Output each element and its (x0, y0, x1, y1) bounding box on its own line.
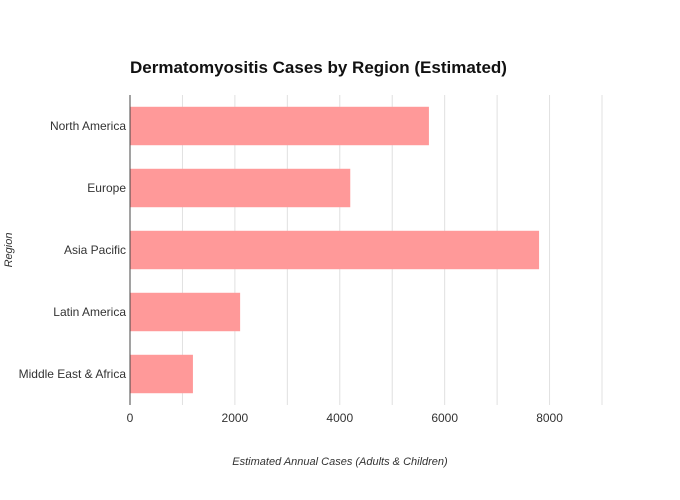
x-tick-label: 2000 (222, 411, 249, 425)
y-axis-label: Region (3, 233, 15, 268)
bar-asia-pacific (130, 230, 540, 270)
x-tick-label: 4000 (326, 411, 353, 425)
y-tick-label: North America (50, 119, 126, 133)
x-tick-label: 8000 (536, 411, 563, 425)
bar-north-america (130, 106, 429, 146)
chart-title: Dermatomyositis Cases by Region (Estimat… (130, 58, 507, 77)
y-tick-label: Asia Pacific (64, 243, 126, 257)
bar-middle-east-africa (130, 354, 193, 394)
y-tick-label: Europe (87, 181, 126, 195)
y-axis-ticks: North America Europe Asia Pacific Latin Ame… (19, 119, 127, 381)
x-axis-label: Estimated Annual Cases (Adults & Childre… (232, 456, 448, 468)
y-tick-label: Latin America (53, 305, 126, 319)
y-tick-label: Middle East & Africa (19, 367, 127, 381)
bar-europe (130, 168, 351, 208)
bar-latin-america (130, 292, 241, 332)
x-tick-label: 6000 (431, 411, 458, 425)
x-axis-ticks: 0 2000 4000 6000 8000 (127, 411, 564, 425)
x-tick-label: 0 (127, 411, 134, 425)
bars (130, 106, 540, 394)
